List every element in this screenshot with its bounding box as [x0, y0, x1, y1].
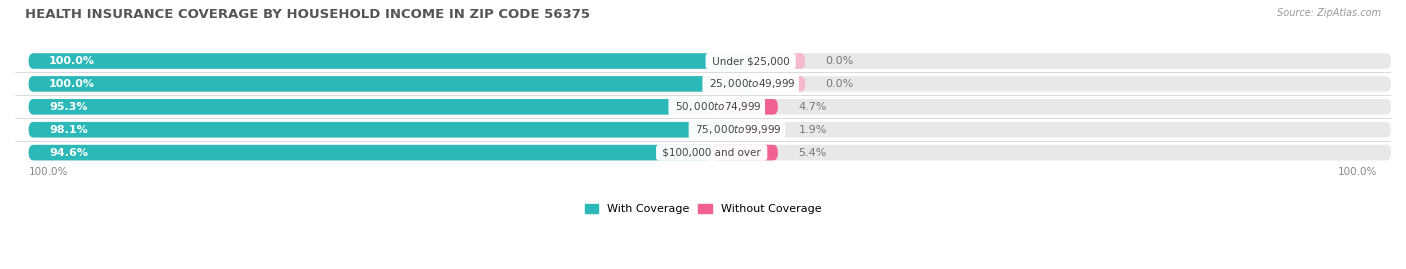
Text: 100.0%: 100.0%: [49, 79, 96, 89]
Text: Under $25,000: Under $25,000: [709, 56, 793, 66]
Legend: With Coverage, Without Coverage: With Coverage, Without Coverage: [585, 204, 821, 214]
FancyBboxPatch shape: [751, 53, 806, 69]
FancyBboxPatch shape: [28, 76, 1391, 92]
Text: 0.0%: 0.0%: [825, 56, 853, 66]
Text: 100.0%: 100.0%: [28, 168, 67, 178]
Text: $25,000 to $49,999: $25,000 to $49,999: [706, 77, 796, 90]
Text: 100.0%: 100.0%: [1339, 168, 1378, 178]
FancyBboxPatch shape: [28, 76, 751, 92]
FancyBboxPatch shape: [717, 99, 778, 115]
Text: Source: ZipAtlas.com: Source: ZipAtlas.com: [1277, 8, 1381, 18]
Text: 1.9%: 1.9%: [799, 125, 827, 135]
FancyBboxPatch shape: [28, 145, 1391, 160]
FancyBboxPatch shape: [28, 99, 1391, 115]
FancyBboxPatch shape: [28, 53, 751, 69]
FancyBboxPatch shape: [28, 99, 717, 115]
FancyBboxPatch shape: [711, 145, 778, 160]
Text: $75,000 to $99,999: $75,000 to $99,999: [692, 123, 782, 136]
FancyBboxPatch shape: [28, 53, 1391, 69]
Text: 95.3%: 95.3%: [49, 102, 87, 112]
Text: 0.0%: 0.0%: [825, 79, 853, 89]
FancyBboxPatch shape: [751, 76, 806, 92]
Text: 98.1%: 98.1%: [49, 125, 87, 135]
FancyBboxPatch shape: [28, 145, 711, 160]
Text: $100,000 and over: $100,000 and over: [659, 148, 765, 158]
Text: 94.6%: 94.6%: [49, 148, 89, 158]
Text: 4.7%: 4.7%: [799, 102, 827, 112]
FancyBboxPatch shape: [737, 122, 778, 137]
FancyBboxPatch shape: [28, 122, 737, 137]
Text: 5.4%: 5.4%: [799, 148, 827, 158]
FancyBboxPatch shape: [28, 122, 1391, 137]
Text: HEALTH INSURANCE COVERAGE BY HOUSEHOLD INCOME IN ZIP CODE 56375: HEALTH INSURANCE COVERAGE BY HOUSEHOLD I…: [25, 8, 591, 21]
Text: $50,000 to $74,999: $50,000 to $74,999: [672, 100, 762, 113]
Text: 100.0%: 100.0%: [49, 56, 96, 66]
